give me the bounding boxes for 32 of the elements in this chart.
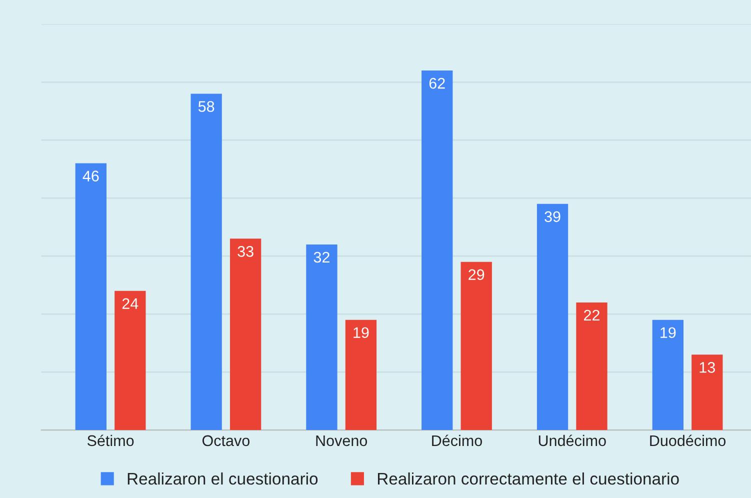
bar [652, 320, 684, 430]
legend-label: Realizaron el cuestionario [128, 472, 318, 485]
bar [692, 354, 723, 430]
bar [114, 290, 146, 430]
data-label: 33 [238, 246, 254, 257]
data-label: 32 [314, 252, 330, 263]
bar [422, 70, 453, 430]
data-label: 58 [198, 101, 214, 112]
x-tick-label: Décimo [432, 434, 482, 446]
bar [306, 244, 338, 430]
data-label: 39 [544, 211, 560, 222]
bar [230, 238, 262, 430]
bar [75, 163, 107, 430]
data-label: 22 [584, 310, 600, 320]
bar [190, 94, 222, 430]
bar [536, 204, 568, 430]
bar [345, 320, 377, 430]
data-label: 46 [82, 170, 99, 182]
data-label: 19 [660, 327, 676, 338]
bar [576, 302, 608, 430]
data-label: 24 [122, 298, 138, 309]
data-label: 29 [468, 269, 484, 280]
x-tick-label: Duodécimo [650, 434, 726, 446]
x-tick-label: Undécimo [538, 434, 606, 446]
x-tick-label: Noveno [316, 435, 368, 446]
x-tick-label: Octavo [202, 435, 250, 446]
data-label: 19 [354, 327, 369, 338]
x-tick-label: Sétimo [87, 434, 134, 446]
data-label: 13 [700, 362, 715, 373]
data-label: 62 [429, 78, 445, 89]
bar [460, 262, 492, 430]
legend-label: Realizaron correctamente el cuestionario [378, 472, 679, 485]
